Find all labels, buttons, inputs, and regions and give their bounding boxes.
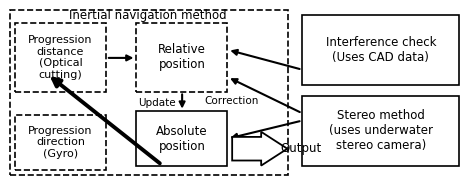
Polygon shape	[232, 132, 287, 166]
Text: Output: Output	[280, 142, 322, 155]
Text: Correction: Correction	[204, 96, 258, 106]
Text: Progression
distance
(Optical
cutting): Progression distance (Optical cutting)	[28, 35, 93, 80]
Text: Interference check
(Uses CAD data): Interference check (Uses CAD data)	[325, 36, 436, 64]
Text: Relative
position: Relative position	[158, 43, 206, 71]
FancyBboxPatch shape	[10, 10, 288, 175]
Text: Update: Update	[138, 98, 175, 108]
FancyBboxPatch shape	[136, 111, 227, 166]
FancyBboxPatch shape	[303, 15, 459, 85]
FancyBboxPatch shape	[303, 96, 459, 166]
FancyBboxPatch shape	[136, 23, 227, 92]
Text: Progression
direction
(Gyro): Progression direction (Gyro)	[28, 126, 93, 159]
FancyBboxPatch shape	[15, 115, 106, 170]
FancyBboxPatch shape	[15, 23, 106, 92]
Text: Absolute
position: Absolute position	[156, 125, 208, 153]
Text: Stereo method
(uses underwater
stereo camera): Stereo method (uses underwater stereo ca…	[329, 109, 433, 152]
Text: Inertial navigation method: Inertial navigation method	[69, 9, 227, 22]
